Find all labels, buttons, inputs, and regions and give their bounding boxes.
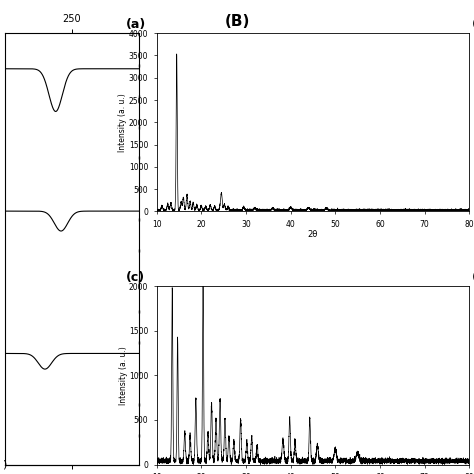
- Text: ): ): [2, 459, 7, 469]
- X-axis label: 2θ: 2θ: [308, 230, 318, 239]
- Text: (a): (a): [126, 18, 146, 31]
- Text: (d): (d): [472, 271, 474, 284]
- Text: (b): (b): [472, 18, 474, 31]
- Y-axis label: Intensity (a. u.): Intensity (a. u.): [118, 93, 128, 152]
- Y-axis label: Intensity (a. u.): Intensity (a. u.): [118, 346, 128, 405]
- Text: (B): (B): [224, 14, 250, 29]
- Text: (c): (c): [126, 271, 145, 284]
